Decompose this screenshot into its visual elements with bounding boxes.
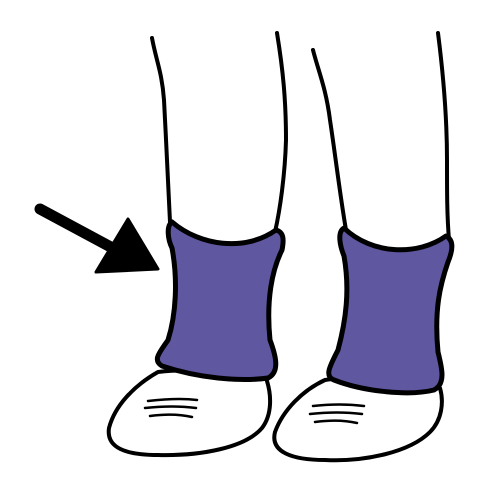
leg-warmer-icon	[157, 222, 283, 380]
leg-warmer-icon	[329, 228, 452, 393]
